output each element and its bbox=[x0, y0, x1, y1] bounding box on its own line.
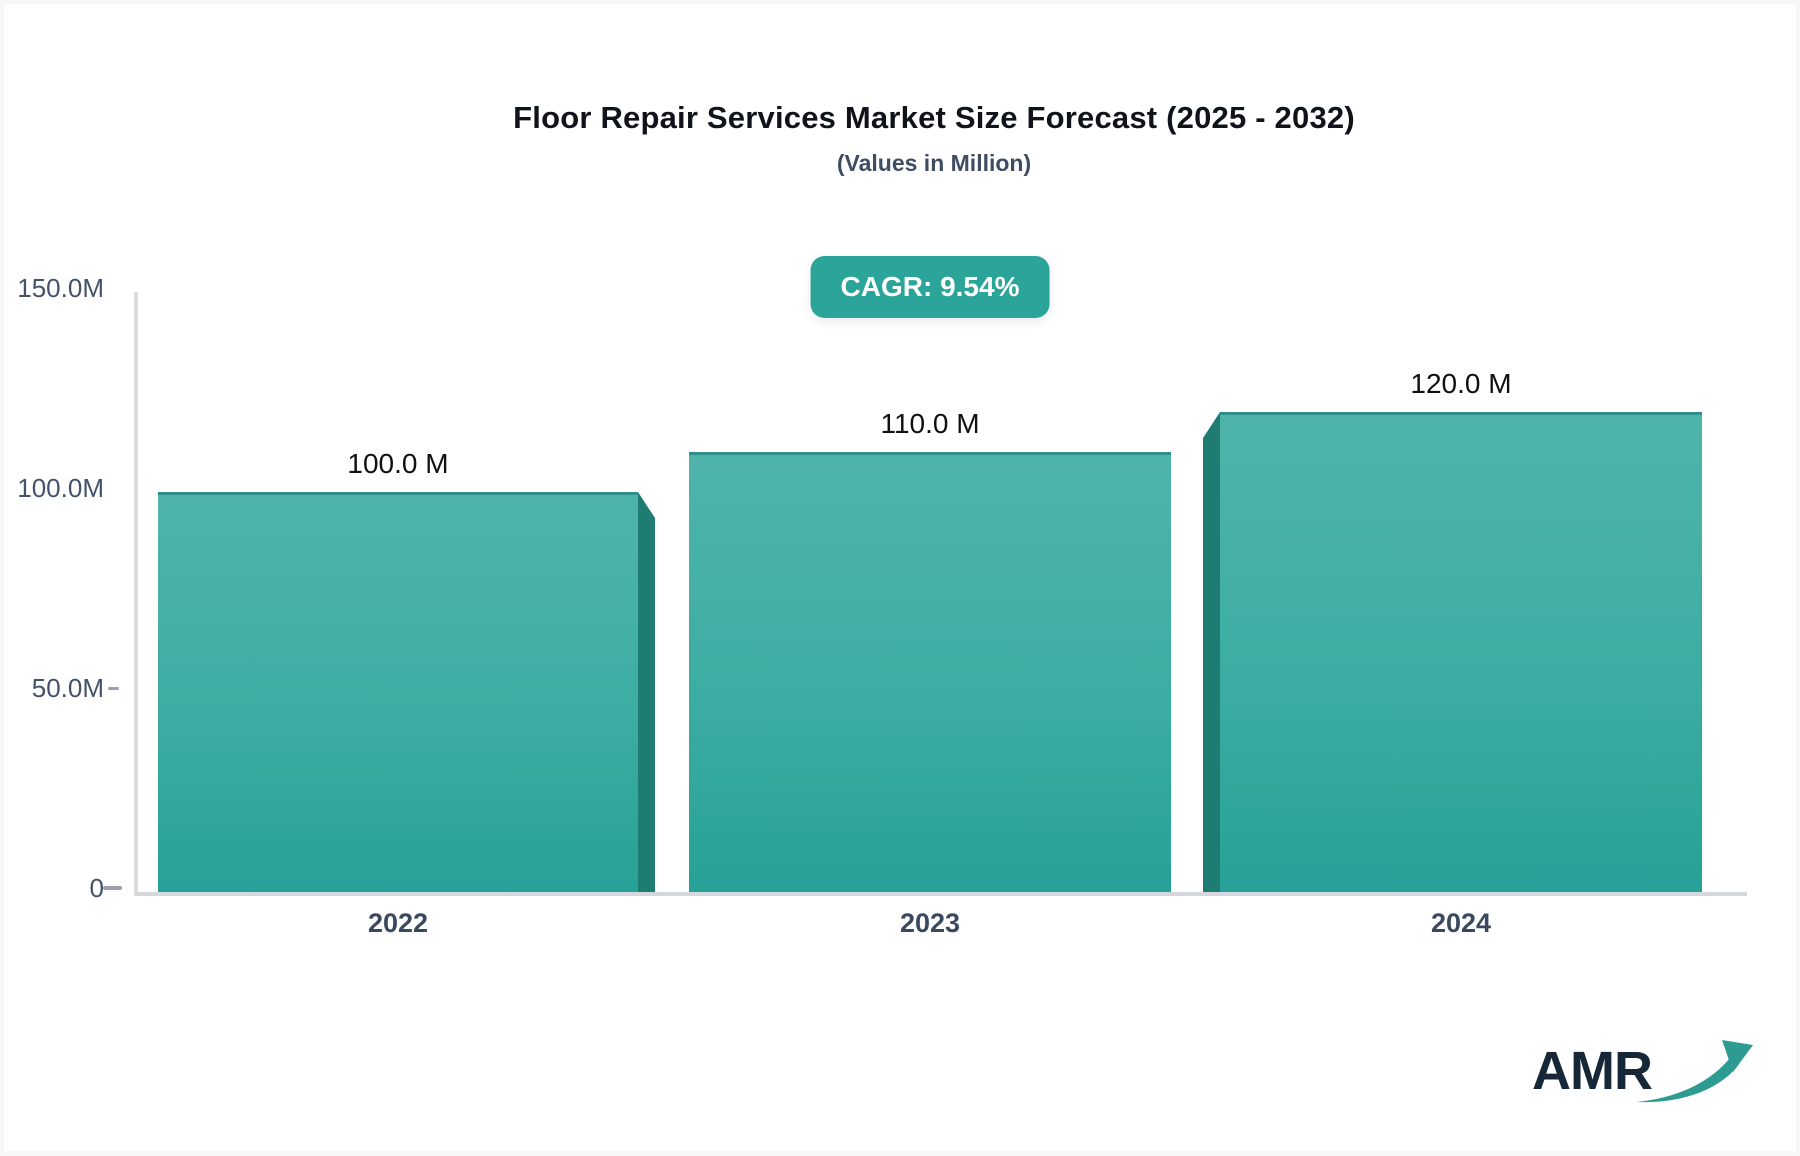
chart-title: Floor Repair Services Market Size Foreca… bbox=[513, 100, 1355, 135]
bar-2024-side-face bbox=[1203, 412, 1220, 892]
y-axis-label-50: 50.0M bbox=[31, 673, 104, 703]
bar-value-label: 100.0 M bbox=[347, 448, 449, 479]
bar-value-label: 120.0 M bbox=[1410, 368, 1512, 399]
chart-card: Floor Repair Services Market Size Foreca… bbox=[4, 4, 1796, 1151]
y-axis-tick-50 bbox=[108, 687, 119, 690]
x-axis-label-2024: 2024 bbox=[1430, 908, 1492, 938]
plot-area: 100.0 M 2022 110.0 M 2023 120.0 M 2024 bbox=[134, 292, 1747, 938]
amr-logo: AMR bbox=[1532, 1034, 1753, 1124]
x-axis-label-2022: 2022 bbox=[367, 908, 429, 938]
y-axis-label-150: 150.0M bbox=[17, 273, 104, 303]
bar-2024[interactable] bbox=[1220, 412, 1702, 892]
bar-value-label: 110.0 M bbox=[880, 408, 980, 439]
y-axis-tick-0 bbox=[103, 886, 122, 890]
amr-logo-text: AMR bbox=[1532, 1041, 1653, 1101]
amr-logo-arrow-icon bbox=[1636, 1040, 1753, 1103]
chart-subtitle: (Values in Million) bbox=[836, 150, 1032, 176]
y-axis-label-0: 0 bbox=[89, 873, 104, 903]
bar-2022[interactable] bbox=[158, 492, 638, 892]
y-axis-label-100: 100.0M bbox=[17, 473, 104, 503]
bar-2022-side-face bbox=[638, 492, 655, 892]
x-axis-label-2023: 2023 bbox=[899, 908, 961, 938]
cagr-badge: CAGR: 9.54% bbox=[810, 256, 1050, 318]
bar-2023[interactable] bbox=[689, 452, 1171, 892]
